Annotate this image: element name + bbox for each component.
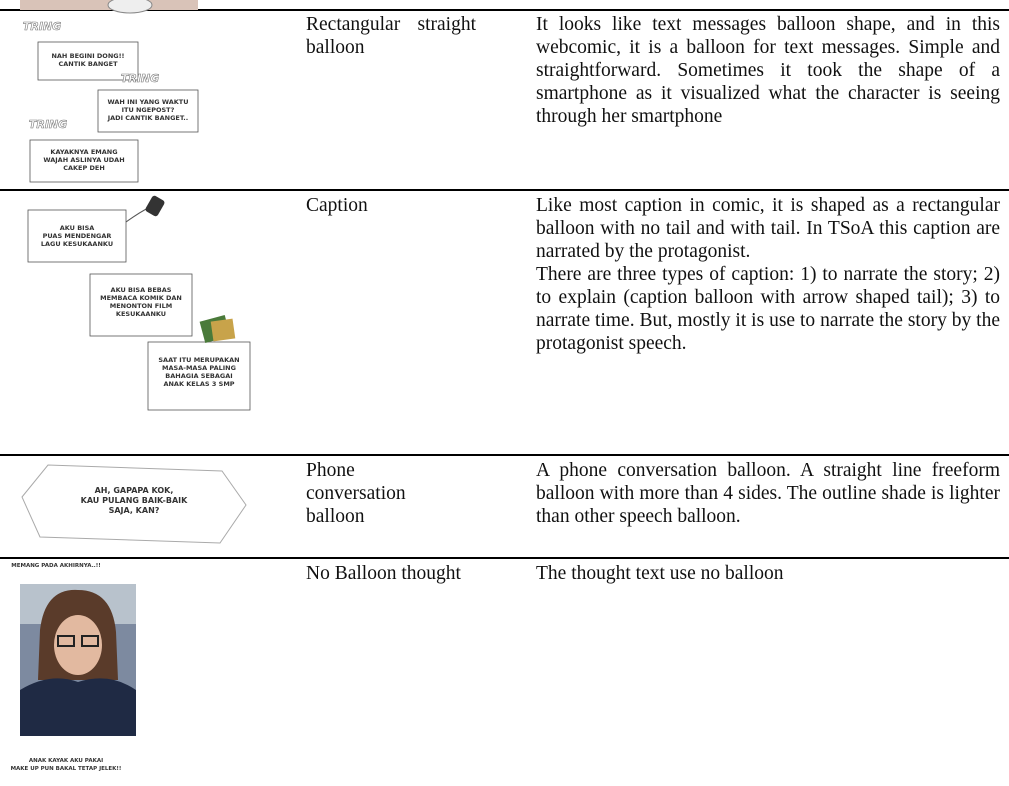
portrait-body: [20, 678, 136, 736]
balloon-text: SAJA, KAN?: [109, 506, 160, 515]
portrait-face: [54, 615, 102, 675]
balloon-text: JADI CANTIK BANGET..: [107, 114, 189, 122]
caption-text: AKU BISA BEBAS: [111, 286, 172, 294]
balloon-text: KAYAKNYA EMANG: [50, 148, 117, 156]
balloon-text: WAJAH ASLINYA UDAH: [43, 156, 124, 164]
balloon-text: WAH INI YANG WAKTU: [108, 98, 189, 106]
description-cell: It looks like text messages balloon shap…: [536, 13, 1000, 128]
caption-text: BAHAGIA SEBAGAI: [165, 372, 232, 380]
caption-text: SAAT ITU MERUPAKAN: [158, 356, 239, 364]
description-cell: A phone conversation balloon. A straight…: [536, 459, 1000, 528]
description-paragraph: Like most caption in comic, it is shaped…: [536, 195, 1000, 262]
caption-box: [147, 341, 251, 411]
balloon: [37, 41, 139, 81]
caption-text: MENONTON FILM: [110, 302, 172, 310]
caption-box: [27, 209, 127, 263]
thought-text: ANAK KAYAK AKU PAKAI: [29, 758, 103, 764]
type-cell: Phone conversation balloon: [306, 460, 406, 527]
type-cell: Rectangular straight balloon: [306, 14, 476, 58]
caption-text: KESUKAANKU: [116, 310, 166, 318]
thought-text: MAKE UP PUN BAKAL TETAP JELEK!!: [11, 766, 122, 772]
type-cell: Caption: [306, 195, 368, 216]
thought-text: MEMANG PADA AKHIRNYA..!!: [11, 563, 101, 569]
caption-text: LAGU KESUKAANKU: [41, 240, 113, 248]
sound-effect: TRING: [29, 118, 67, 131]
caption-text: PUAS MENDENGAR: [43, 232, 112, 240]
description-paragraph: The thought text use no balloon: [536, 563, 784, 584]
description-paragraph: There are three types of caption: 1) to …: [536, 264, 1000, 354]
description-cell: The thought text use no balloon: [536, 562, 1000, 585]
table-rule: [0, 9, 1009, 11]
caption-text: ANAK KELAS 3 SMP: [163, 380, 234, 388]
caption-box: [89, 273, 193, 337]
sound-effect: TRING: [121, 72, 159, 85]
balloon-text: NAH BEGINI DONG!!: [51, 52, 124, 60]
balloon: [97, 89, 199, 133]
table-rule: [0, 557, 1009, 559]
balloon: [29, 139, 139, 183]
description-paragraph: It looks like text messages balloon shap…: [536, 14, 1000, 127]
comic-panel: TRING TRING TRING NAH BEGINI DONG!! CANT…: [20, 0, 199, 183]
balloon-text: AH, GAPAPA KOK,: [95, 486, 174, 495]
comic-panel: MEMANG PADA AKHIRNYA..!! ANAK KAYAK AKU …: [11, 563, 136, 772]
comic-panel: AH, GAPAPA KOK, KAU PULANG BAIK-BAIK SAJ…: [21, 464, 247, 544]
portrait-glasses: [57, 635, 75, 647]
player-art: [145, 195, 165, 217]
caption-text: MASA-MASA PALING: [162, 364, 236, 372]
phone-art: [107, 0, 153, 14]
table-rule: [0, 189, 1009, 191]
comic-panel: AKU BISA PUAS MENDENGAR LAGU KESUKAANKU …: [27, 195, 251, 411]
type-cell: No Balloon thought: [306, 563, 461, 584]
comic-book-art: [210, 318, 236, 342]
phone-balloon: [21, 464, 247, 544]
sound-effect: TRING: [23, 20, 61, 33]
balloon-text: CANTIK BANGET: [58, 60, 118, 68]
caption-text: AKU BISA: [60, 224, 95, 232]
balloon-text: CAKEP DEH: [63, 164, 105, 172]
balloon-text: KAU PULANG BAIK-BAIK: [81, 496, 188, 505]
caption-text: MEMBACA KOMIK DAN: [100, 294, 182, 302]
description-cell: Like most caption in comic, it is shaped…: [536, 194, 1000, 355]
description-paragraph: A phone conversation balloon. A straight…: [536, 460, 1000, 527]
portrait-glasses: [81, 635, 99, 647]
table-rule: [0, 454, 1009, 456]
balloon-text: ITU NGEPOST?: [122, 106, 175, 114]
